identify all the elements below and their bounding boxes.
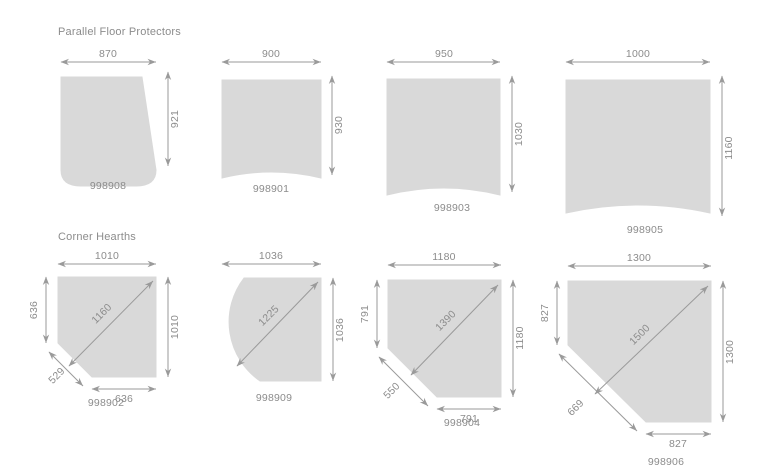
dim-label-998905-width: 1000	[626, 48, 650, 60]
dim-label-998904-left: 791	[359, 305, 371, 323]
item-998901: 900 930 998901	[221, 48, 345, 195]
dim-label-998906-right: 1300	[724, 340, 736, 364]
section-title-parallel-floor-protectors: Parallel Floor Protectors	[58, 26, 181, 38]
part-code-998901: 998901	[253, 183, 289, 195]
item-998906: 1300 827 1300 827 669 1500 998906	[539, 252, 736, 468]
dim-label-998901-width: 900	[262, 48, 280, 60]
dim-line-998909-diagonal	[236, 281, 319, 367]
item-998902: 1010 636 1010 636 529 1160 998902	[28, 250, 181, 409]
item-998909: 1036 1036 1225 998909	[221, 250, 346, 404]
dim-label-998903-width: 950	[435, 48, 453, 60]
dim-label-998904-top: 1180	[432, 251, 455, 263]
shape-998901	[221, 79, 322, 179]
shape-998904	[387, 279, 502, 398]
dim-label-998902-right: 1010	[169, 315, 181, 339]
dim-label-998903-height: 1030	[513, 122, 525, 146]
dim-label-998904-chamfer: 550	[381, 380, 402, 401]
part-code-998906: 998906	[648, 456, 684, 468]
item-998905: 1000 1160 998905	[565, 48, 735, 236]
shape-998903	[386, 78, 501, 196]
part-code-998904: 998904	[444, 417, 480, 429]
dim-label-998909-right: 1036	[334, 318, 346, 342]
part-code-998905: 998905	[627, 224, 663, 236]
dim-label-998908-width: 870	[99, 48, 117, 60]
dim-label-998906-top: 1300	[627, 252, 651, 264]
dim-line-998902-diagonal	[68, 280, 154, 367]
dim-label-998905-height: 1160	[723, 136, 735, 159]
dim-label-998906-chamfer: 669	[565, 397, 586, 418]
item-998904: 1180 791 1180 791 550 1390 998904	[359, 251, 526, 429]
dim-line-998904-chamfer	[378, 356, 429, 407]
part-code-998909: 998909	[256, 392, 292, 404]
dim-line-998902-chamfer	[48, 351, 84, 387]
shape-998905	[565, 79, 711, 214]
item-998908: 870 921 998908	[60, 48, 181, 192]
dim-label-998902-bottom: 636	[115, 393, 133, 405]
dim-label-998909-top: 1036	[259, 250, 283, 262]
dim-label-998904-right: 1180	[514, 326, 526, 349]
dim-line-998904-diagonal	[410, 284, 499, 376]
dim-label-998908-height: 921	[169, 110, 181, 128]
item-998903: 950 1030 998903	[386, 48, 525, 214]
part-code-998908: 998908	[90, 180, 126, 192]
section-title-corner-hearths: Corner Hearths	[58, 231, 136, 243]
dim-line-998906-diagonal	[594, 285, 709, 395]
dim-label-998902-top: 1010	[95, 250, 119, 262]
part-code-998902: 998902	[88, 397, 124, 409]
dim-label-998901-height: 930	[333, 116, 345, 134]
dim-label-998906-left: 827	[539, 304, 551, 322]
dim-label-998904-bottom: 791	[460, 413, 478, 425]
dim-label-998902-left: 636	[28, 301, 40, 319]
part-code-998903: 998903	[434, 202, 470, 214]
dim-label-998906-bottom: 827	[669, 438, 687, 450]
shape-998908	[60, 76, 157, 187]
dim-label-998902-chamfer: 529	[46, 365, 67, 386]
